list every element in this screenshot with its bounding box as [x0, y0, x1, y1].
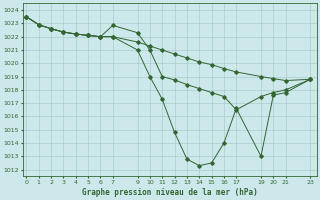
X-axis label: Graphe pression niveau de la mer (hPa): Graphe pression niveau de la mer (hPa): [82, 188, 258, 197]
